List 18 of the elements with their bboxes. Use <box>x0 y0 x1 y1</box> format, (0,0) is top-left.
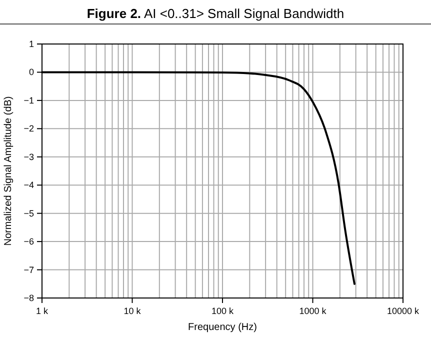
chart-title: Figure 2. AI <0..31> Small Signal Bandwidth <box>86 6 344 21</box>
y-tick-label: −4 <box>24 180 34 190</box>
y-tick-label: −2 <box>24 124 34 134</box>
y-tick-label: −1 <box>24 95 34 106</box>
y-axis-title: Normalized Signal Amplitude (dB) <box>3 96 14 246</box>
y-tick-label: 1 <box>28 39 34 49</box>
x-tick-label: 1 k <box>36 306 48 316</box>
x-tick-label: 100 k <box>211 306 234 316</box>
x-tick-label: 1000 k <box>299 306 327 316</box>
y-tick-label: −6 <box>24 236 34 247</box>
y-tick-label: 0 <box>28 67 34 78</box>
x-tick-label: 10000 k <box>386 306 420 316</box>
y-tick-label: −7 <box>24 264 34 275</box>
x-axis-title: Frequency (Hz) <box>188 322 257 333</box>
y-tick-label: −5 <box>24 208 34 218</box>
y-tick-label: −8 <box>24 293 34 303</box>
y-tick-label: −3 <box>24 152 34 162</box>
x-tick-label: 10 k <box>124 306 142 316</box>
